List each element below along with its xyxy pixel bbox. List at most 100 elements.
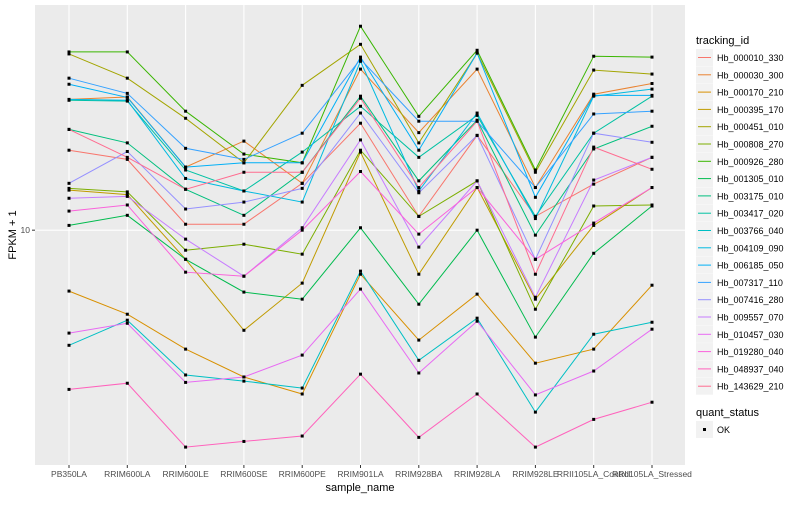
data-point — [475, 111, 479, 115]
data-point — [300, 83, 304, 87]
x-tick-label: RRIM600PE — [279, 469, 327, 479]
data-point — [417, 155, 421, 159]
data-point — [650, 167, 654, 171]
data-point — [67, 343, 71, 347]
y-tick-label: 10 — [21, 225, 31, 235]
data-point — [359, 121, 362, 125]
data-point — [592, 204, 596, 208]
data-point — [125, 318, 129, 322]
series-points — [67, 24, 654, 449]
data-point — [300, 228, 304, 232]
data-point — [475, 179, 479, 183]
legend-label: Hb_007416_280 — [717, 295, 784, 305]
data-point — [359, 24, 362, 28]
legend-label: Hb_009557_070 — [717, 313, 784, 323]
data-point — [67, 186, 71, 190]
data-point — [533, 272, 537, 276]
data-point — [533, 214, 537, 218]
data-point — [592, 147, 596, 151]
data-point — [242, 152, 246, 156]
data-point — [125, 194, 129, 198]
data-point — [125, 149, 129, 153]
data-point — [242, 290, 246, 294]
data-point — [592, 131, 596, 135]
data-point — [184, 109, 188, 113]
legend-label: Hb_000010_330 — [717, 53, 784, 63]
y-axis: 10 — [21, 225, 35, 235]
data-point — [417, 358, 421, 362]
data-point — [592, 251, 596, 255]
data-point — [475, 316, 479, 320]
legend-label: Hb_143629_210 — [717, 382, 784, 392]
square-point-icon — [703, 428, 706, 431]
data-point — [533, 186, 537, 190]
data-point — [592, 369, 596, 373]
data-point — [242, 242, 246, 246]
data-point — [242, 222, 246, 226]
gridlines — [35, 5, 685, 465]
data-point — [417, 141, 421, 145]
x-axis-title: sample_name — [325, 482, 394, 494]
data-point — [650, 124, 654, 128]
data-point — [67, 127, 71, 131]
data-point — [650, 400, 654, 404]
data-point — [592, 332, 596, 336]
data-point — [592, 182, 596, 186]
data-point — [300, 150, 304, 154]
data-point — [67, 331, 71, 335]
data-point — [125, 98, 129, 102]
data-point — [359, 138, 362, 142]
data-point — [533, 233, 537, 237]
data-point — [359, 226, 362, 230]
data-point — [125, 155, 129, 159]
data-point — [533, 307, 537, 311]
data-point — [475, 319, 479, 323]
data-point — [242, 379, 246, 383]
legend-label: Hb_003175_010 — [717, 191, 784, 201]
data-point — [184, 248, 188, 252]
legend-label: Hb_000926_280 — [717, 157, 784, 167]
data-point — [475, 67, 479, 71]
data-point — [184, 146, 188, 150]
data-point — [533, 217, 537, 221]
data-point — [300, 392, 304, 396]
data-point — [417, 148, 421, 152]
data-point — [359, 57, 362, 61]
data-point — [125, 203, 129, 207]
data-point — [417, 245, 421, 249]
data-point — [242, 161, 246, 165]
data-point — [242, 189, 246, 193]
data-point — [125, 381, 129, 385]
data-point — [650, 140, 654, 144]
data-point — [184, 373, 188, 377]
data-point — [184, 116, 188, 120]
data-point — [650, 72, 654, 76]
data-point — [67, 76, 71, 80]
data-point — [359, 55, 362, 59]
data-point — [67, 50, 71, 54]
data-point — [184, 207, 188, 211]
data-point — [417, 272, 421, 276]
data-point — [650, 82, 654, 86]
data-point — [650, 320, 654, 324]
shape-legend-label: OK — [717, 425, 730, 435]
data-point — [475, 186, 479, 190]
data-point — [592, 145, 596, 149]
data-point — [184, 347, 188, 351]
data-point — [592, 54, 596, 58]
data-point — [650, 93, 654, 97]
data-point — [592, 68, 596, 72]
data-point — [592, 223, 596, 227]
data-point — [592, 112, 596, 116]
data-point — [417, 119, 421, 123]
data-point — [300, 386, 304, 390]
data-point — [533, 335, 537, 339]
data-point — [242, 157, 246, 161]
data-point — [650, 204, 654, 208]
legend-label: Hb_000030_300 — [717, 70, 784, 80]
data-point — [242, 274, 246, 278]
data-point — [300, 161, 304, 165]
data-point — [242, 439, 246, 443]
data-point — [417, 232, 421, 236]
data-point — [359, 111, 362, 115]
